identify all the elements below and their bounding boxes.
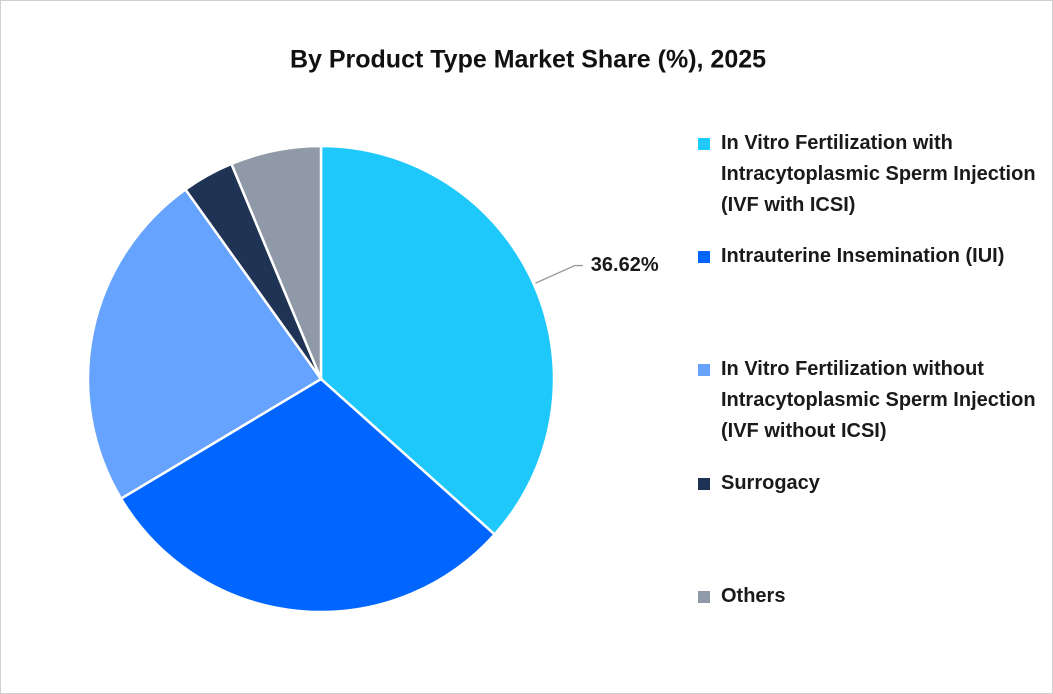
legend-item: Others bbox=[698, 581, 1038, 612]
legend-item: Intrauterine Insemination (IUI) bbox=[698, 241, 1038, 272]
legend-item: In Vitro Fertilization without Intracyto… bbox=[698, 354, 1038, 447]
legend-label: Others bbox=[721, 585, 786, 607]
pie-slice bbox=[319, 144, 556, 537]
legend-label: Intrauterine Insemination (IUI) bbox=[721, 245, 1005, 267]
legend-swatch bbox=[698, 138, 710, 150]
legend-swatch bbox=[698, 478, 710, 490]
legend-swatch bbox=[698, 364, 710, 376]
legend-label: In Vitro Fertilization with Intracytopla… bbox=[721, 132, 1036, 216]
data-label: 36.62% bbox=[591, 254, 659, 276]
chart-title: By Product Type Market Share (%), 2025 bbox=[290, 46, 766, 74]
legend-label: Surrogacy bbox=[721, 472, 820, 494]
pie-slice bbox=[86, 187, 323, 501]
pie-slice bbox=[229, 144, 323, 380]
legend-swatch bbox=[698, 591, 710, 603]
pie-slice bbox=[119, 377, 497, 614]
legend-swatch bbox=[698, 251, 710, 263]
legend-label: In Vitro Fertilization without Intracyto… bbox=[721, 358, 1036, 442]
leader-line bbox=[535, 264, 583, 284]
legend-item: In Vitro Fertilization with Intracytopla… bbox=[698, 128, 1038, 221]
legend-item: Surrogacy bbox=[698, 468, 1038, 499]
